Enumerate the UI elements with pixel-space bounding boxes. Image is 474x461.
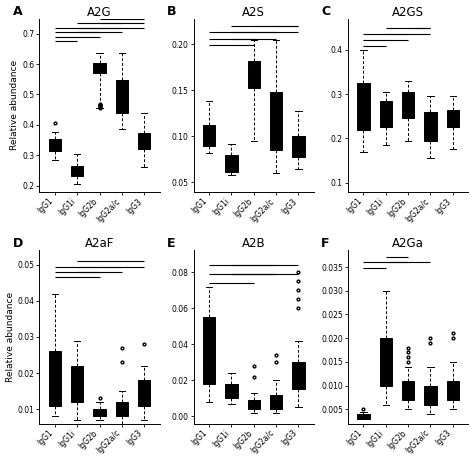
PathPatch shape: [116, 402, 128, 416]
PathPatch shape: [203, 317, 215, 384]
PathPatch shape: [138, 133, 150, 149]
PathPatch shape: [380, 100, 392, 127]
Title: A2G: A2G: [87, 6, 112, 18]
PathPatch shape: [248, 61, 260, 88]
Text: A: A: [13, 5, 22, 18]
Title: A2S: A2S: [242, 6, 265, 18]
PathPatch shape: [225, 384, 237, 398]
PathPatch shape: [138, 380, 150, 406]
PathPatch shape: [71, 166, 83, 177]
Text: E: E: [167, 236, 175, 249]
Text: F: F: [321, 236, 330, 249]
PathPatch shape: [357, 83, 370, 130]
Y-axis label: Relative abundance: Relative abundance: [6, 292, 15, 382]
PathPatch shape: [203, 125, 215, 146]
Title: A2GS: A2GS: [392, 6, 424, 18]
PathPatch shape: [447, 381, 459, 400]
PathPatch shape: [292, 362, 305, 389]
PathPatch shape: [380, 338, 392, 385]
PathPatch shape: [270, 395, 283, 409]
Title: A2aF: A2aF: [85, 237, 114, 250]
Title: A2Ga: A2Ga: [392, 237, 424, 250]
Y-axis label: Relative abundance: Relative abundance: [10, 60, 19, 150]
PathPatch shape: [292, 136, 305, 157]
PathPatch shape: [225, 155, 237, 172]
PathPatch shape: [93, 409, 106, 416]
Text: C: C: [321, 5, 330, 18]
PathPatch shape: [402, 92, 414, 118]
PathPatch shape: [357, 414, 370, 419]
PathPatch shape: [71, 366, 83, 402]
PathPatch shape: [402, 381, 414, 400]
PathPatch shape: [424, 385, 437, 405]
Text: B: B: [167, 5, 176, 18]
PathPatch shape: [447, 110, 459, 127]
PathPatch shape: [270, 92, 283, 150]
PathPatch shape: [93, 63, 106, 73]
PathPatch shape: [49, 351, 61, 406]
PathPatch shape: [424, 112, 437, 141]
PathPatch shape: [49, 139, 61, 151]
Title: A2B: A2B: [242, 237, 265, 250]
PathPatch shape: [248, 400, 260, 409]
PathPatch shape: [116, 80, 128, 112]
Text: D: D: [13, 236, 23, 249]
